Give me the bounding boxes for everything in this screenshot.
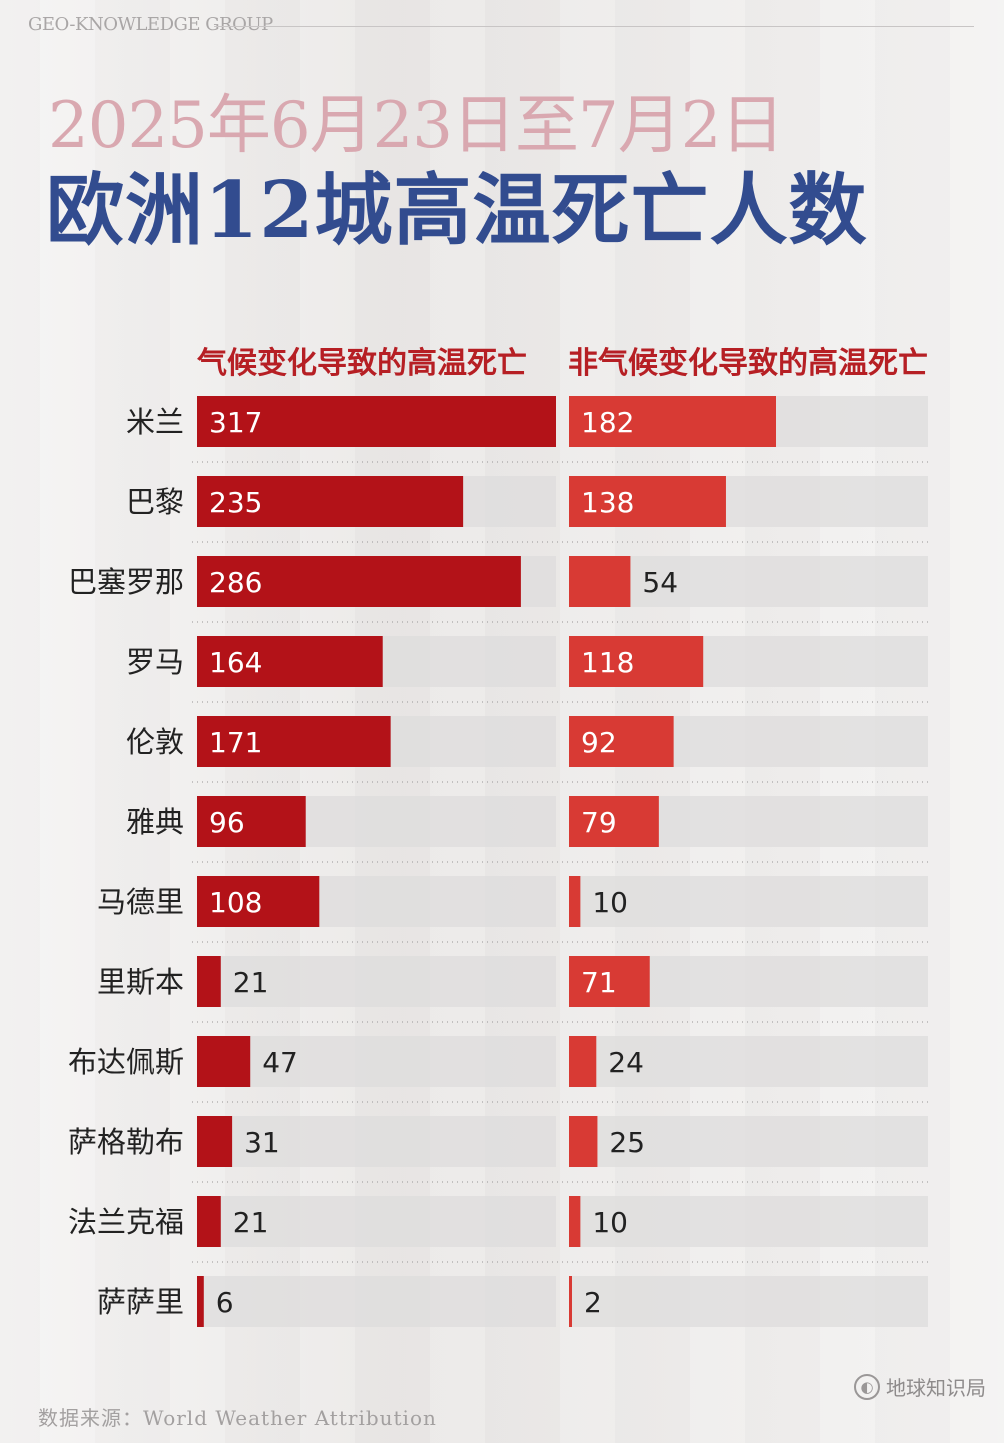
value-label-non-climate: 25 — [609, 1126, 645, 1159]
bar-climate — [197, 1276, 204, 1327]
bar-non-climate — [569, 1036, 597, 1087]
value-label-non-climate: 24 — [608, 1046, 644, 1079]
bar-track-climate — [197, 1036, 556, 1087]
value-label-non-climate: 182 — [581, 406, 634, 439]
city-label: 巴黎 — [126, 485, 184, 519]
bar-climate — [197, 1116, 233, 1167]
logo: ◐ 地球知识局 — [854, 1372, 986, 1401]
value-label-climate: 31 — [244, 1126, 280, 1159]
bar-track-non-climate — [569, 1276, 928, 1327]
bar-non-climate — [569, 396, 776, 447]
value-label-non-climate: 118 — [581, 646, 634, 679]
bar-climate — [197, 796, 306, 847]
bar-non-climate — [569, 476, 726, 527]
brand-top-text: GEO-KNOWLEDGE GROUP — [28, 14, 273, 35]
bar-climate — [197, 636, 383, 687]
value-label-non-climate: 92 — [581, 726, 617, 759]
bar-climate — [197, 396, 556, 447]
value-label-climate: 108 — [209, 886, 262, 919]
bar-non-climate — [569, 796, 659, 847]
city-label: 萨格勒布 — [68, 1125, 184, 1159]
value-label-climate: 317 — [209, 406, 262, 439]
bar-non-climate — [569, 556, 631, 607]
value-label-climate: 21 — [233, 1206, 269, 1239]
bar-non-climate — [569, 716, 674, 767]
globe-logo-icon: ◐ — [854, 1373, 880, 1400]
value-label-climate: 235 — [209, 486, 262, 519]
city-label: 布达佩斯 — [68, 1045, 184, 1079]
bar-track-climate — [197, 1116, 556, 1167]
data-source: 数据来源：World Weather Attribution — [38, 1406, 437, 1430]
value-label-non-climate: 79 — [581, 806, 617, 839]
bar-track-climate — [197, 956, 556, 1007]
bar-non-climate — [569, 1196, 581, 1247]
bar-track-non-climate — [569, 876, 928, 927]
bar-climate — [197, 556, 521, 607]
value-label-climate: 47 — [262, 1046, 298, 1079]
bar-non-climate — [569, 1116, 598, 1167]
bar-climate — [197, 476, 464, 527]
city-label: 马德里 — [97, 885, 184, 919]
city-label: 罗马 — [126, 645, 184, 679]
value-label-climate: 96 — [209, 806, 245, 839]
value-label-climate: 6 — [216, 1286, 234, 1319]
city-label: 伦敦 — [126, 725, 184, 759]
value-label-non-climate: 10 — [592, 886, 628, 919]
bar-climate — [197, 876, 320, 927]
city-label: 米兰 — [126, 405, 184, 439]
bar-climate — [197, 716, 391, 767]
bar-track-climate — [197, 1196, 556, 1247]
bar-climate — [197, 1036, 251, 1087]
city-label: 法兰克福 — [68, 1205, 184, 1239]
bar-track-non-climate — [569, 1036, 928, 1087]
city-label: 雅典 — [126, 805, 184, 839]
chart-title: 欧洲12城高温死亡人数 — [46, 165, 868, 256]
chart-subtitle: 2025年6月23日至7月2日 — [48, 89, 784, 163]
value-label-climate: 286 — [209, 566, 262, 599]
logo-text: 地球知识局 — [886, 1376, 986, 1400]
value-label-climate: 171 — [209, 726, 262, 759]
value-label-non-climate: 71 — [581, 966, 617, 999]
value-label-climate: 21 — [233, 966, 269, 999]
value-label-non-climate: 138 — [581, 486, 634, 519]
bar-non-climate — [569, 636, 704, 687]
bar-track-non-climate — [569, 1196, 928, 1247]
value-label-non-climate: 10 — [592, 1206, 628, 1239]
bar-non-climate — [569, 1276, 572, 1327]
city-label: 里斯本 — [97, 965, 184, 999]
city-label: 萨萨里 — [97, 1285, 184, 1319]
bar-non-climate — [569, 956, 650, 1007]
value-label-non-climate: 54 — [642, 566, 678, 599]
value-label-non-climate: 2 — [584, 1286, 602, 1319]
bar-climate — [197, 1196, 221, 1247]
series-header-non-climate: 非气候变化导致的高温死亡 — [568, 346, 928, 381]
bar-track-climate — [197, 1276, 556, 1327]
city-label: 巴塞罗那 — [68, 565, 184, 599]
top-divider — [214, 26, 974, 27]
bar-climate — [197, 956, 221, 1007]
series-header-climate: 气候变化导致的高温死亡 — [197, 346, 527, 381]
bar-non-climate — [569, 876, 581, 927]
value-label-climate: 164 — [209, 646, 262, 679]
bar-track-non-climate — [569, 1116, 928, 1167]
